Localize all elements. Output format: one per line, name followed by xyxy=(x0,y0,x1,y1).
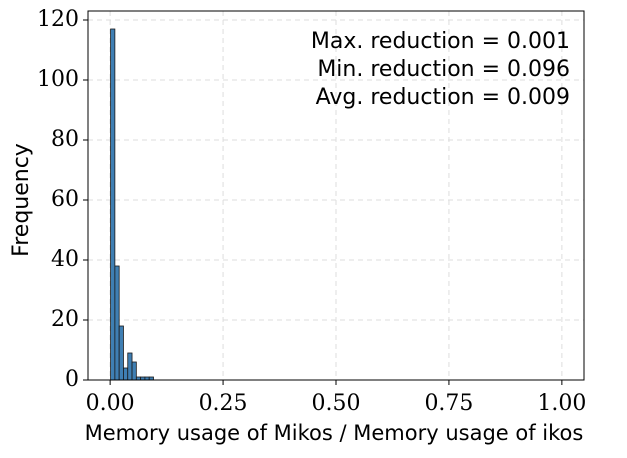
y-tick-label: 80 xyxy=(51,127,79,152)
y-axis-label: Frequency xyxy=(9,143,34,257)
bar xyxy=(114,265,120,381)
y-tick-label: 20 xyxy=(51,307,79,332)
x-axis-label: Memory usage of Mikos / Memory usage of … xyxy=(85,421,584,445)
bar xyxy=(123,367,129,381)
annotation: Avg. reduction = 0.009 xyxy=(316,85,570,110)
annotation: Min. reduction = 0.096 xyxy=(317,57,570,82)
x-tick-label: 0.50 xyxy=(312,391,361,416)
bar xyxy=(110,28,116,381)
bar xyxy=(131,361,137,381)
bar xyxy=(127,352,133,381)
plot-frame xyxy=(87,10,585,381)
y-tick-label: 120 xyxy=(37,7,79,32)
x-tick-label: 0.00 xyxy=(86,391,135,416)
x-tick-label: 0.25 xyxy=(199,391,248,416)
x-tick-label: 1.00 xyxy=(537,391,586,416)
y-tick-label: 60 xyxy=(51,187,79,212)
y-tick-label: 100 xyxy=(37,67,79,92)
y-tick-label: 40 xyxy=(51,247,79,272)
x-tick-label: 0.75 xyxy=(424,391,473,416)
bar xyxy=(118,325,124,381)
annotation: Max. reduction = 0.001 xyxy=(311,29,570,54)
y-tick-label: 0 xyxy=(65,367,79,392)
